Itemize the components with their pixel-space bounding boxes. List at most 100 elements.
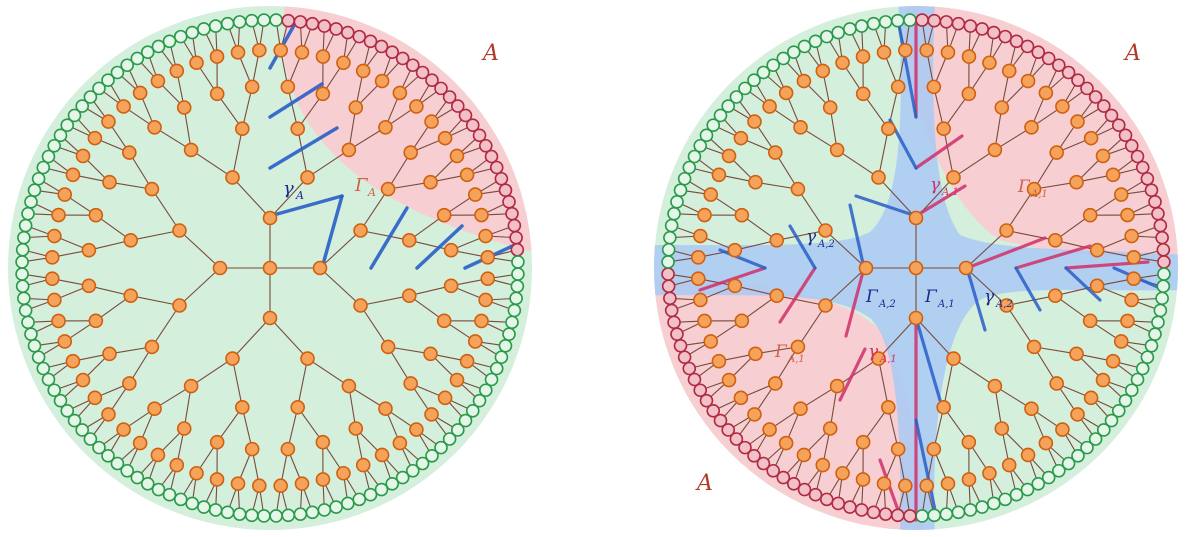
boundary-node [1020, 482, 1035, 497]
boundary-node-in-A [458, 108, 473, 123]
bulk-node [822, 100, 838, 115]
boundary-node [472, 393, 487, 408]
bulk-node [994, 100, 1010, 115]
boundary-node [151, 482, 166, 497]
bulk-node [940, 45, 956, 60]
bulk-node [1049, 145, 1064, 160]
boundary-node [808, 34, 823, 49]
boundary-node [130, 51, 145, 66]
boundary-node-in-A [766, 463, 780, 478]
boundary-node [1153, 303, 1168, 318]
boundary-node-in-A [756, 456, 771, 471]
Gamma1-center-symbol: Γ [924, 287, 938, 307]
bulk-node [273, 478, 288, 494]
bulk-node [1055, 99, 1070, 114]
bulk-node [474, 313, 489, 329]
boundary-node-in-A [699, 393, 714, 408]
right-gamma2-right-label: γ A,2 [984, 287, 1013, 310]
bulk-node [733, 390, 749, 406]
boundary-node-in-A [489, 160, 504, 175]
bulk-node [1126, 250, 1142, 265]
boundary-node [67, 413, 82, 428]
bulk-node [1105, 353, 1121, 369]
boundary-node-in-A [687, 372, 702, 387]
Gamma2-center-subscript: A,2 [878, 299, 896, 310]
boundary-node [208, 19, 223, 33]
bulk-node [75, 148, 91, 164]
cut-edge-gamma1 [914, 184, 967, 218]
boundary-node-in-A [374, 39, 389, 54]
tree-edge [953, 149, 996, 178]
boundary-node-in-A [843, 500, 857, 514]
boundary-node [92, 440, 106, 455]
boundary-node-in-A [1135, 160, 1150, 175]
right-tree-diagram: A A γ A,1 Γ A,1 γ A,2 Γ A,2 Γ A,1 γ A,2 … [654, 6, 1178, 530]
left-tree-nodes [15, 13, 525, 523]
bulk-node [1024, 401, 1039, 416]
boundary-node [83, 90, 98, 104]
boundary-node [1135, 361, 1150, 376]
right-Gamma2-center-label: Γ A,2 [865, 287, 896, 310]
boundary-node [434, 440, 448, 455]
bulk-node [290, 121, 306, 137]
boundary-node [83, 432, 98, 446]
boundary-node [31, 350, 46, 365]
boundary-node-in-A [281, 13, 296, 28]
bulk-node [734, 207, 750, 223]
boundary-node [661, 255, 675, 269]
boundary-node [53, 393, 68, 408]
boundary-node-in-A [721, 423, 736, 437]
bulk-node [150, 73, 166, 89]
tree-edge [232, 177, 271, 219]
boundary-node [693, 138, 708, 153]
bulk-node [209, 434, 225, 450]
bulk-node [294, 476, 310, 491]
boundary-node-in-A [1130, 149, 1145, 164]
boundary-node-in-A [986, 25, 1001, 40]
bulk-node [1069, 346, 1084, 362]
bulk-node [768, 145, 783, 160]
boundary-node [140, 45, 155, 60]
bulk-node [721, 148, 737, 164]
right-region-A-bottom-label: A [695, 471, 713, 496]
boundary-node [36, 160, 51, 175]
boundary-node [110, 456, 125, 471]
bulk-node [88, 207, 104, 223]
tree-edge [232, 317, 271, 359]
tree-edge [915, 317, 954, 359]
tree-edge [319, 267, 361, 306]
boundary-node-in-A [664, 303, 679, 318]
cut-edge [415, 224, 464, 270]
boundary-node [110, 65, 125, 80]
bulk-node [926, 79, 942, 95]
boundary-node-in-A [484, 149, 499, 164]
bulk-node [437, 390, 453, 406]
bulk-node [147, 120, 162, 135]
boundary-node [667, 206, 681, 221]
bulk-node [147, 401, 162, 416]
bulk-node [348, 421, 364, 436]
cut-edge [369, 206, 409, 270]
boundary-node [489, 361, 504, 376]
boundary-node-in-A [890, 508, 905, 523]
cut-edge-gamma1 [914, 134, 964, 170]
boundary-node [67, 108, 82, 123]
bulk-node [47, 292, 62, 308]
boundary-node [395, 470, 410, 485]
bulk-node [225, 351, 240, 366]
boundary-node [511, 255, 525, 269]
boundary-node [75, 423, 90, 437]
bulk-node [480, 250, 496, 265]
tree-edge [965, 267, 1007, 306]
boundary-node [458, 413, 473, 428]
boundary-node [1140, 350, 1155, 365]
boundary-node [699, 128, 714, 143]
Gamma1-center-subscript: A,1 [937, 299, 955, 310]
boundary-node [927, 508, 942, 523]
bulk-node [880, 121, 896, 137]
Gamma1-top-symbol: Γ [1017, 177, 1031, 197]
boundary-node [1118, 393, 1133, 408]
boundary-node-in-A [786, 476, 801, 491]
bulk-node [748, 174, 763, 190]
gamma1-bottom-symbol: γ [868, 342, 879, 362]
